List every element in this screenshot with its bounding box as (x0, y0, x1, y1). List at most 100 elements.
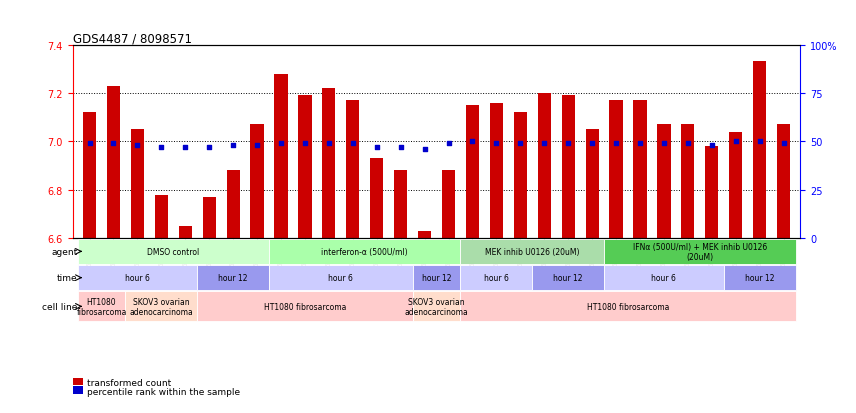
Bar (681, 125, 694, 239)
Point (274, 141, 288, 147)
Bar (413, 292, 461, 321)
Bar (753, 62, 766, 239)
Point (514, 141, 527, 147)
Point (633, 141, 647, 147)
Text: MEK inhib U0126 (20uM): MEK inhib U0126 (20uM) (485, 247, 580, 256)
Point (466, 139, 479, 145)
Point (442, 141, 455, 147)
Point (107, 141, 121, 147)
Bar (78, 266, 197, 291)
Point (490, 141, 503, 147)
Bar (78, 239, 269, 264)
Text: hour 6: hour 6 (484, 273, 508, 282)
Bar (490, 103, 503, 239)
Text: transformed count: transformed count (87, 378, 171, 387)
Bar (604, 239, 795, 264)
Bar (346, 101, 360, 239)
Bar (197, 292, 413, 321)
Text: hour 6: hour 6 (329, 273, 354, 282)
Point (752, 139, 766, 145)
Text: hour 6: hour 6 (125, 273, 150, 282)
Point (370, 145, 383, 151)
Bar (299, 96, 312, 239)
Bar (729, 133, 742, 239)
Bar (83, 113, 96, 239)
Bar (538, 94, 551, 239)
Bar (562, 96, 574, 239)
Bar (227, 171, 240, 239)
Point (322, 141, 336, 147)
Text: hour 12: hour 12 (745, 273, 775, 282)
Bar (418, 231, 431, 239)
Bar (461, 266, 532, 291)
Point (202, 145, 216, 151)
Point (250, 142, 264, 149)
Point (226, 142, 240, 149)
Bar (179, 227, 192, 239)
Bar (394, 171, 407, 239)
Point (657, 141, 671, 147)
Bar (78, 292, 126, 321)
Text: interferon-α (500U/ml): interferon-α (500U/ml) (322, 247, 408, 256)
Point (394, 145, 407, 151)
Text: hour 12: hour 12 (422, 273, 451, 282)
Bar (532, 266, 604, 291)
Point (154, 145, 168, 151)
Point (83, 141, 97, 147)
Bar (724, 266, 795, 291)
Bar (131, 130, 144, 239)
Bar (604, 266, 724, 291)
Bar (442, 171, 455, 239)
Text: hour 6: hour 6 (651, 273, 676, 282)
Bar (269, 239, 461, 264)
Point (418, 147, 431, 153)
Text: GDS4487 / 8098571: GDS4487 / 8098571 (73, 33, 192, 45)
Text: IFNα (500U/ml) + MEK inhib U0126
(20uM): IFNα (500U/ml) + MEK inhib U0126 (20uM) (633, 242, 767, 261)
Bar (370, 159, 383, 239)
Point (705, 142, 719, 149)
Point (609, 141, 623, 147)
Bar (126, 292, 197, 321)
Bar (203, 197, 216, 239)
Text: percentile rank within the sample: percentile rank within the sample (87, 387, 241, 396)
Bar (251, 125, 264, 239)
Bar (107, 86, 120, 239)
Bar (466, 106, 479, 239)
Text: cell line: cell line (42, 302, 78, 311)
Text: agent: agent (51, 247, 78, 256)
Point (346, 141, 360, 147)
Text: SKOV3 ovarian
adenocarcinoma: SKOV3 ovarian adenocarcinoma (129, 297, 193, 316)
Point (586, 141, 599, 147)
Bar (461, 239, 604, 264)
Point (298, 141, 312, 147)
Bar (413, 266, 461, 291)
Text: hour 12: hour 12 (218, 273, 248, 282)
Point (562, 141, 575, 147)
Point (178, 145, 192, 151)
Text: DMSO control: DMSO control (147, 247, 199, 256)
Text: time: time (56, 273, 78, 282)
Text: HT1080 fibrosarcoma: HT1080 fibrosarcoma (264, 302, 346, 311)
Point (729, 139, 743, 145)
Bar (269, 266, 413, 291)
Bar (609, 101, 622, 239)
Point (776, 141, 790, 147)
Bar (197, 266, 269, 291)
Text: HT1080 fibrosarcoma: HT1080 fibrosarcoma (587, 302, 669, 311)
Bar (586, 130, 598, 239)
Text: HT1080
fibrosarcoma: HT1080 fibrosarcoma (76, 297, 127, 316)
Bar (705, 147, 718, 239)
Bar (275, 74, 288, 239)
Point (130, 142, 144, 149)
Text: hour 12: hour 12 (554, 273, 583, 282)
Bar (514, 113, 527, 239)
Bar (657, 125, 670, 239)
Point (681, 141, 695, 147)
Text: SKOV3 ovarian
adenocarcinoma: SKOV3 ovarian adenocarcinoma (405, 297, 468, 316)
Bar (155, 195, 168, 239)
Bar (633, 101, 646, 239)
Point (538, 141, 551, 147)
Bar (461, 292, 795, 321)
Bar (777, 125, 790, 239)
Bar (322, 89, 336, 239)
